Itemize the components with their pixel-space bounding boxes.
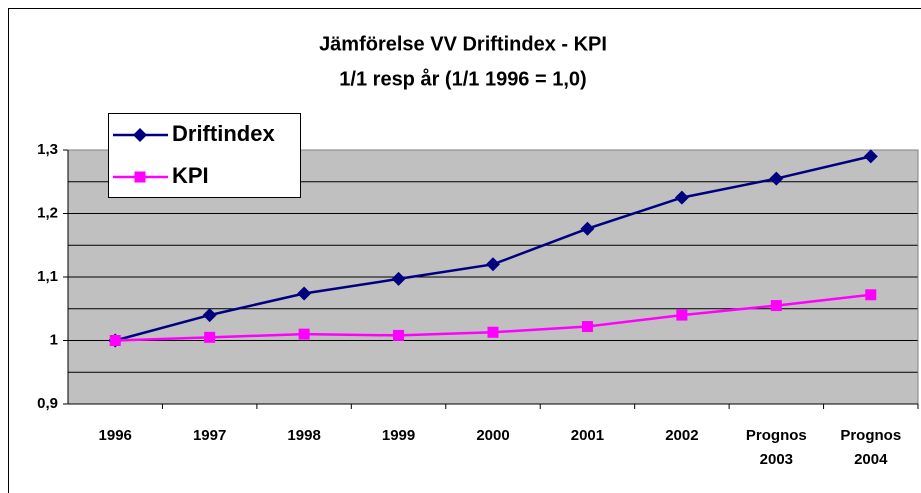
x-tick-label: 1996 [98,427,132,444]
marker [676,309,688,321]
marker [581,321,593,333]
marker [487,326,499,338]
marker [769,171,784,186]
legend-symbol [133,128,147,142]
x-tick-label: 2000 [476,427,510,444]
marker [674,190,689,205]
chart-subtitle: 1/1 resp år (1/1 1996 = 1,0) [339,67,586,90]
x-tick-label: Prognos 2003 [745,427,807,468]
marker [580,221,595,236]
marker [297,286,312,301]
marker [109,335,121,346]
x-tick-label: 1998 [287,427,321,444]
marker [770,300,782,312]
legend-box [108,113,301,198]
legend: Driftindex KPI [108,113,301,198]
legend-label: KPI [172,163,209,188]
marker [391,271,406,286]
legend-label: Driftindex [172,121,275,146]
x-tick-label: 1997 [192,427,227,444]
marker [298,328,310,340]
y-tick-label: 1 [50,331,58,348]
marker [865,289,877,301]
marker [202,308,217,323]
y-tick-label: 1,2 [37,204,58,221]
chart-title: Jämförelse VV Driftindex - KPI [319,33,607,55]
x-tick-label: Prognos 2004 [840,427,902,468]
marker [204,331,216,343]
legend-symbol [134,171,146,183]
y-tick-label: 1,3 [37,141,58,158]
x-tick-label: 2002 [665,427,699,444]
x-tick-label: 1999 [381,427,416,444]
x-tick-label: 2001 [570,427,605,444]
marker [486,257,500,272]
marker [863,149,878,164]
y-tick-label: 1,1 [37,268,58,285]
marker [393,329,405,341]
y-tick-label: 0,9 [37,395,58,412]
